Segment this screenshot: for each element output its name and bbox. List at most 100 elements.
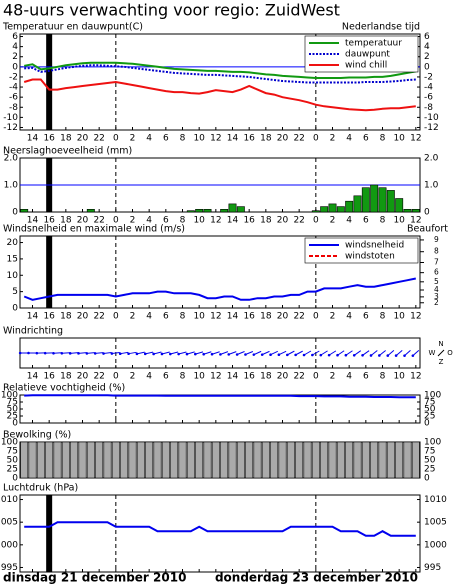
wind-arrow-shaft [312, 350, 320, 356]
wind-arrow-head [244, 353, 247, 356]
x-tick-label: 6 [363, 312, 369, 322]
wind-arrow-head [60, 351, 64, 355]
y2-tick-label: 4 [434, 285, 439, 294]
y2-tick-label: 9 [434, 235, 439, 244]
wind-arrow-shaft [186, 351, 195, 355]
x-tick-label: 22 [293, 216, 304, 226]
bar [270, 441, 279, 479]
bar [386, 190, 395, 213]
x-tick-label: 12 [210, 216, 221, 226]
data-line [24, 64, 416, 84]
bar [361, 441, 370, 479]
x-tick-label: 22 [93, 312, 104, 322]
date-label: dinsdag 21 december 2010 [3, 571, 186, 584]
wind-arrow-head [185, 352, 189, 356]
y-tick-label: 100 [424, 391, 441, 401]
x-tick-label: 2 [330, 216, 336, 226]
x-tick-label: 6 [363, 372, 369, 382]
wind-arrow-head [361, 353, 364, 357]
bar [286, 441, 295, 479]
x-tick-label: 18 [260, 372, 272, 382]
wind-arrow-head [160, 352, 164, 356]
y-tick-label: 4 [424, 42, 430, 52]
bar [336, 206, 345, 213]
x-tick-label: 6 [363, 216, 369, 226]
bar [203, 209, 212, 213]
wind-arrow [110, 351, 120, 355]
wind-arrow-head [269, 353, 272, 356]
x-tick-label: 18 [60, 216, 72, 226]
x-tick-label: 18 [260, 134, 272, 144]
compass-label: Z [439, 358, 444, 366]
y2-tick-label: 8 [434, 247, 439, 256]
compass-needle [437, 349, 445, 357]
bar [203, 441, 212, 479]
wind-arrow [185, 351, 195, 356]
bar [28, 441, 37, 479]
wind-arrow-shaft [220, 351, 229, 355]
bar [378, 187, 387, 213]
panel-subtitle: Nederlandse tijd [342, 22, 420, 33]
x-tick-label: 0 [313, 312, 319, 322]
wind-arrow [152, 351, 162, 356]
wind-arrow [68, 352, 79, 355]
x-tick-label: 12 [210, 372, 221, 382]
wind-arrow [311, 350, 320, 357]
wind-arrow-head [378, 354, 381, 357]
panel-title: Windsnelheid en maximale wind (m/s) [3, 224, 185, 235]
wind-arrow [361, 350, 370, 357]
x-tick-label: 8 [180, 372, 186, 382]
compass-label: O [447, 349, 453, 357]
wind-arrow-head [386, 354, 390, 357]
x-tick-label: 6 [163, 134, 169, 144]
bar [120, 441, 129, 479]
x-tick-label: 14 [27, 372, 39, 382]
wind-arrow-head [260, 353, 264, 356]
wind-arrow [386, 350, 395, 357]
y-tick-label: 0 [424, 62, 430, 72]
y-tick-label: -2 [9, 72, 18, 82]
y-tick-label: 1.0 [4, 181, 19, 191]
bar [411, 209, 420, 213]
y2-tick-label: 5 [434, 277, 439, 286]
x-tick-label: 18 [60, 372, 72, 382]
y-tick-label: -8 [9, 103, 18, 113]
y-tick-label: 1010 [424, 495, 447, 505]
compass-label: W [429, 349, 436, 357]
x-tick-label: 2 [130, 134, 136, 144]
wind-arrow-shaft [404, 349, 411, 357]
wind-arrow-head [43, 351, 47, 355]
wind-arrow-shaft [345, 350, 353, 356]
wind-arrow [336, 350, 345, 357]
x-tick-label: 4 [146, 312, 152, 322]
wind-arrow-head [177, 352, 180, 356]
legend-label: temperatuur [345, 39, 402, 49]
data-line [23, 78, 416, 112]
wind-arrow-shaft [86, 352, 95, 354]
wind-arrow [160, 351, 170, 356]
x-tick-label: 16 [243, 312, 255, 322]
wind-arrow-shaft [270, 350, 279, 356]
wind-arrow-head [102, 352, 105, 355]
wind-arrow-shaft [95, 352, 104, 354]
x-tick-label: 14 [227, 372, 239, 382]
panel-title: Temperatuur en dauwpunt(C) [2, 22, 143, 33]
y-tick-label: -4 [424, 83, 433, 93]
x-tick-label: 16 [243, 134, 255, 144]
y-tick-label: 75 [424, 447, 435, 457]
plot-area [19, 494, 421, 573]
bar [278, 441, 287, 479]
wind-arrow-shaft [153, 351, 162, 355]
x-tick-label: 8 [380, 216, 386, 226]
x-tick-label: 16 [43, 216, 55, 226]
wind-arrow-shaft [145, 351, 154, 355]
y-tick-label: 0 [12, 62, 18, 72]
wind-arrow-shaft [303, 350, 312, 356]
x-tick-label: 8 [380, 372, 386, 382]
bar [236, 441, 245, 479]
plot-area [19, 394, 421, 424]
bar [370, 441, 379, 479]
wind-arrow-head [219, 353, 222, 356]
x-tick-label: 20 [77, 216, 89, 226]
wind-arrow [286, 350, 295, 357]
